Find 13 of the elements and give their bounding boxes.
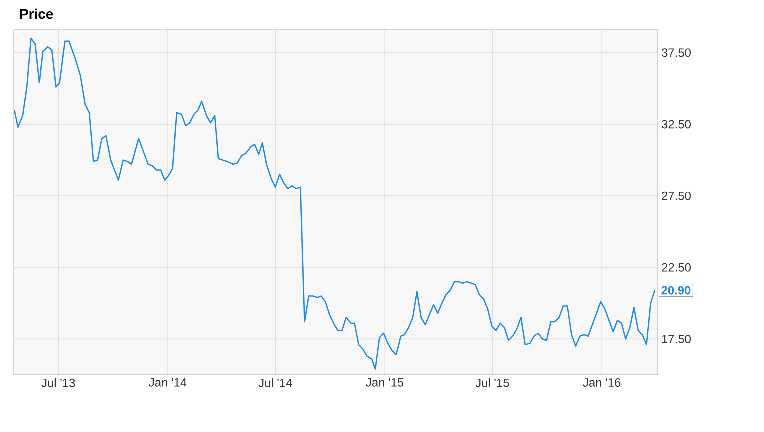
x-tick-label: Jan '16 <box>583 378 621 387</box>
y-tick-label: 27.50 <box>662 192 691 200</box>
y-tick-label: 37.50 <box>662 48 691 58</box>
x-tick-label: Jul '15 <box>476 378 510 388</box>
y-tick-label: 32.50 <box>662 120 691 129</box>
y-tick-label: 17.50 <box>662 334 691 344</box>
x-tick-label: Jan '15 <box>366 378 404 387</box>
x-tick-label: Jul '13 <box>42 378 76 388</box>
annotation: 20.90 <box>662 286 691 295</box>
chart-title: Price <box>20 8 54 20</box>
x-tick-label: Jan '14 <box>149 378 187 387</box>
x-tick-label: Jul '14 <box>258 378 292 388</box>
y-tick-label: 22.50 <box>662 263 691 272</box>
